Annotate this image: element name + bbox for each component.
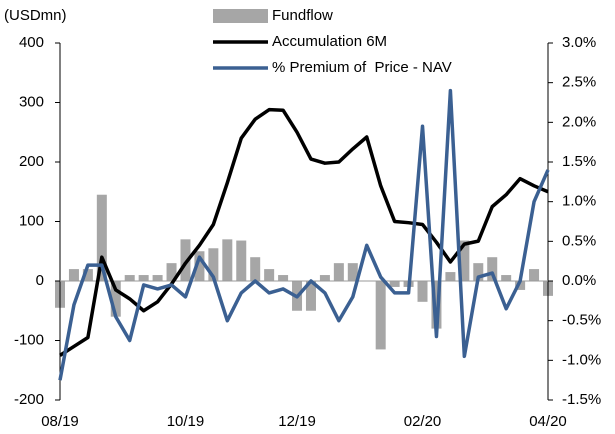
x-tick-label: 02/20	[404, 413, 442, 430]
y-tick-label: 400	[19, 34, 44, 51]
legend-label: Accumulation 6M	[272, 33, 387, 50]
bar	[138, 275, 149, 281]
x-tick-label: 10/19	[167, 413, 205, 430]
bar	[180, 239, 191, 281]
bar	[250, 257, 261, 281]
y2-tick-label: -1.5%	[562, 391, 601, 408]
bar	[417, 281, 428, 302]
bar	[459, 240, 470, 281]
bar	[515, 281, 526, 290]
bar	[445, 272, 456, 281]
bar	[389, 281, 400, 287]
y2-tick-label: 0.0%	[562, 272, 596, 289]
y2-tick-label: 0.5%	[562, 232, 596, 249]
bar	[529, 269, 540, 281]
legend-label: Fundflow	[272, 7, 333, 24]
bar	[473, 263, 484, 281]
bar	[487, 257, 498, 281]
bar	[278, 275, 289, 281]
bar	[82, 269, 93, 281]
y-axis-label: (USDmn)	[4, 7, 67, 24]
bar	[166, 263, 177, 281]
legend-swatch	[213, 9, 268, 23]
bar	[194, 251, 205, 281]
line	[58, 88, 550, 381]
y2-tick-label: 1.5%	[562, 153, 596, 170]
bar	[236, 240, 247, 281]
bar	[222, 239, 233, 281]
bar	[333, 263, 344, 281]
y2-tick-label: 2.0%	[562, 113, 596, 130]
y-tick-label: 300	[19, 93, 44, 110]
bar	[431, 281, 442, 329]
x-tick-label: 12/19	[278, 413, 316, 430]
y-tick-label: 0	[36, 272, 44, 289]
bar	[264, 269, 275, 281]
y2-tick-label: 3.0%	[562, 34, 596, 51]
bar	[375, 281, 386, 350]
bar	[124, 275, 135, 281]
y2-tick-label: 2.5%	[562, 74, 596, 91]
bar	[501, 275, 512, 281]
bar	[152, 275, 163, 281]
y-tick-label: 100	[19, 212, 44, 229]
y-tick-label: -100	[14, 331, 44, 348]
bar	[305, 281, 316, 311]
line	[59, 107, 549, 357]
y2-tick-label: -0.5%	[562, 312, 601, 329]
bar	[96, 194, 107, 281]
bar	[208, 248, 219, 281]
bar	[319, 275, 330, 281]
y-tick-label: -200	[14, 391, 44, 408]
y-tick-label: 200	[19, 153, 44, 170]
x-tick-label: 04/20	[529, 413, 567, 430]
y2-tick-label: 1.0%	[562, 193, 596, 210]
bar	[347, 263, 358, 281]
bar	[68, 269, 79, 281]
bar	[110, 281, 121, 317]
y2-tick-label: -1.0%	[562, 351, 601, 368]
x-tick-label: 08/19	[41, 413, 79, 430]
legend-label: % Premium of Price - NAV	[272, 59, 452, 76]
